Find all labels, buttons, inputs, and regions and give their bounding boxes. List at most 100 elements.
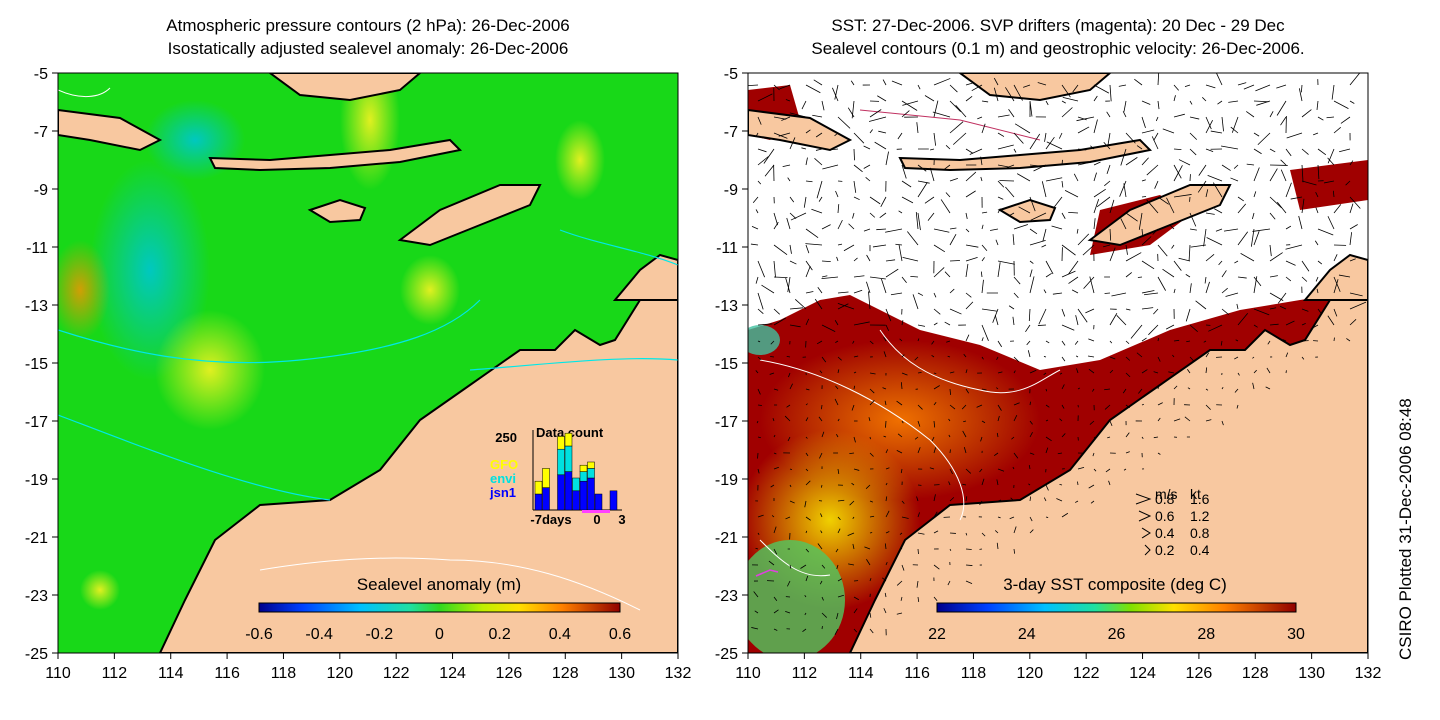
x-tick-label: 132 bbox=[1355, 665, 1382, 682]
velocity-arrow bbox=[1317, 260, 1323, 265]
velocity-arrow bbox=[789, 244, 792, 254]
velocity-arrow bbox=[981, 123, 986, 134]
velocity-arrow bbox=[868, 417, 871, 422]
velocity-arrow bbox=[1045, 436, 1052, 442]
velocity-arrow bbox=[757, 468, 760, 474]
velocity-arrow bbox=[898, 210, 903, 214]
velocity-arrow bbox=[1026, 340, 1031, 346]
velocity-arrow bbox=[1171, 244, 1175, 249]
velocity-arrow bbox=[1301, 148, 1309, 155]
velocity-arrow bbox=[1251, 340, 1255, 344]
x-tick-label: 110 bbox=[45, 665, 71, 682]
velocity-arrow bbox=[933, 244, 946, 253]
colorbar-tick-label: 0 bbox=[435, 626, 444, 643]
velocity-arrow bbox=[933, 530, 939, 534]
velocity-arrow bbox=[805, 548, 810, 553]
velocity-arrow bbox=[773, 548, 778, 555]
velocity-arrow bbox=[1301, 164, 1304, 183]
velocity-arrow bbox=[965, 263, 969, 278]
velocity-arrow bbox=[821, 356, 827, 363]
velocity-arrow bbox=[1045, 484, 1049, 491]
velocity-arrow bbox=[757, 356, 762, 361]
velocity-arrow bbox=[835, 190, 839, 198]
velocity-arrow bbox=[1059, 418, 1063, 422]
velocity-arrow bbox=[1093, 468, 1097, 472]
velocity-arrow bbox=[901, 500, 905, 504]
velocity-arrow bbox=[1077, 161, 1093, 166]
velocity-arrow bbox=[1162, 268, 1175, 278]
velocity-arrow bbox=[1301, 180, 1317, 186]
velocity-arrow bbox=[1107, 436, 1111, 439]
velocity-arrow bbox=[885, 496, 888, 502]
velocity-arrow bbox=[1029, 196, 1036, 212]
velocity-arrow bbox=[1008, 212, 1015, 217]
velocity-arrow bbox=[853, 289, 863, 294]
y-tick-label: -7 bbox=[34, 124, 48, 141]
velocity-arrow bbox=[917, 532, 925, 535]
velocity-arrow bbox=[805, 244, 810, 254]
inset-bar-gfo bbox=[557, 436, 565, 450]
velocity-arrow bbox=[821, 260, 831, 263]
inset-bar-jsn1 bbox=[542, 487, 550, 511]
pressure-contour bbox=[469, 358, 678, 371]
velocity-arrow bbox=[1012, 234, 1015, 246]
velocity-arrow bbox=[900, 547, 903, 550]
velocity-arrow bbox=[1028, 465, 1031, 470]
velocity-arrow bbox=[900, 468, 903, 474]
velocity-legend-ms: 0.8 bbox=[1155, 491, 1175, 507]
velocity-arrow bbox=[805, 468, 809, 472]
velocity-arrow bbox=[883, 351, 887, 358]
velocity-arrow bbox=[1045, 419, 1049, 422]
sealevel-contour bbox=[759, 359, 965, 521]
velocity-arrow bbox=[818, 196, 823, 202]
x-tick-label: 114 bbox=[848, 665, 874, 682]
velocity-arrow bbox=[1333, 254, 1338, 262]
velocity-arrow bbox=[837, 204, 840, 214]
velocity-arrow bbox=[804, 500, 807, 508]
inset-title: Data count bbox=[536, 425, 604, 440]
velocity-arrow bbox=[1109, 84, 1112, 102]
velocity-arrow bbox=[1234, 388, 1239, 393]
velocity-arrow bbox=[971, 84, 983, 92]
velocity-arrow bbox=[963, 420, 967, 423]
velocity-arrow bbox=[981, 224, 984, 230]
velocity-arrow bbox=[757, 292, 764, 310]
velocity-arrow bbox=[1016, 173, 1031, 182]
velocity-arrow bbox=[805, 516, 811, 521]
velocity-arrow bbox=[885, 228, 903, 233]
velocity-arrow bbox=[757, 148, 767, 153]
sealevel-contour bbox=[259, 557, 641, 611]
velocity-arrow bbox=[1109, 420, 1113, 427]
velocity-arrow bbox=[1064, 190, 1079, 198]
velocity-arrow bbox=[916, 580, 919, 588]
velocity-arrow bbox=[1141, 260, 1155, 270]
velocity-arrow bbox=[1223, 228, 1239, 232]
velocity-arrow bbox=[1285, 352, 1289, 358]
velocity-arrow bbox=[756, 420, 759, 424]
velocity-arrow bbox=[965, 292, 972, 298]
velocity-arrow bbox=[981, 308, 998, 312]
velocity-arrow bbox=[1011, 436, 1015, 440]
pressure-contour bbox=[559, 229, 678, 266]
inset-bar-jsn1 bbox=[609, 490, 618, 511]
velocity-arrow bbox=[1266, 367, 1271, 374]
velocity-arrow bbox=[863, 228, 871, 232]
velocity-arrow bbox=[1074, 500, 1079, 503]
velocity-arrow bbox=[787, 177, 791, 182]
velocity-arrow bbox=[865, 177, 871, 182]
velocity-arrow bbox=[901, 164, 907, 179]
velocity-arrow bbox=[1013, 452, 1019, 459]
velocity-arrow bbox=[1285, 260, 1296, 266]
velocity-arrow bbox=[901, 420, 904, 424]
velocity-arrow bbox=[805, 417, 809, 422]
x-tick-label: 128 bbox=[552, 665, 579, 682]
velocity-arrow bbox=[933, 420, 936, 428]
velocity-arrow bbox=[1205, 148, 1214, 153]
velocity-arrow bbox=[1189, 356, 1195, 362]
velocity-arrow bbox=[1221, 287, 1228, 294]
colorbar-tick-label: 0.4 bbox=[549, 626, 571, 643]
velocity-arrow bbox=[1077, 126, 1090, 134]
velocity-arrow bbox=[884, 543, 887, 550]
velocity-arrow bbox=[883, 608, 887, 614]
velocity-arrow bbox=[1237, 203, 1247, 214]
